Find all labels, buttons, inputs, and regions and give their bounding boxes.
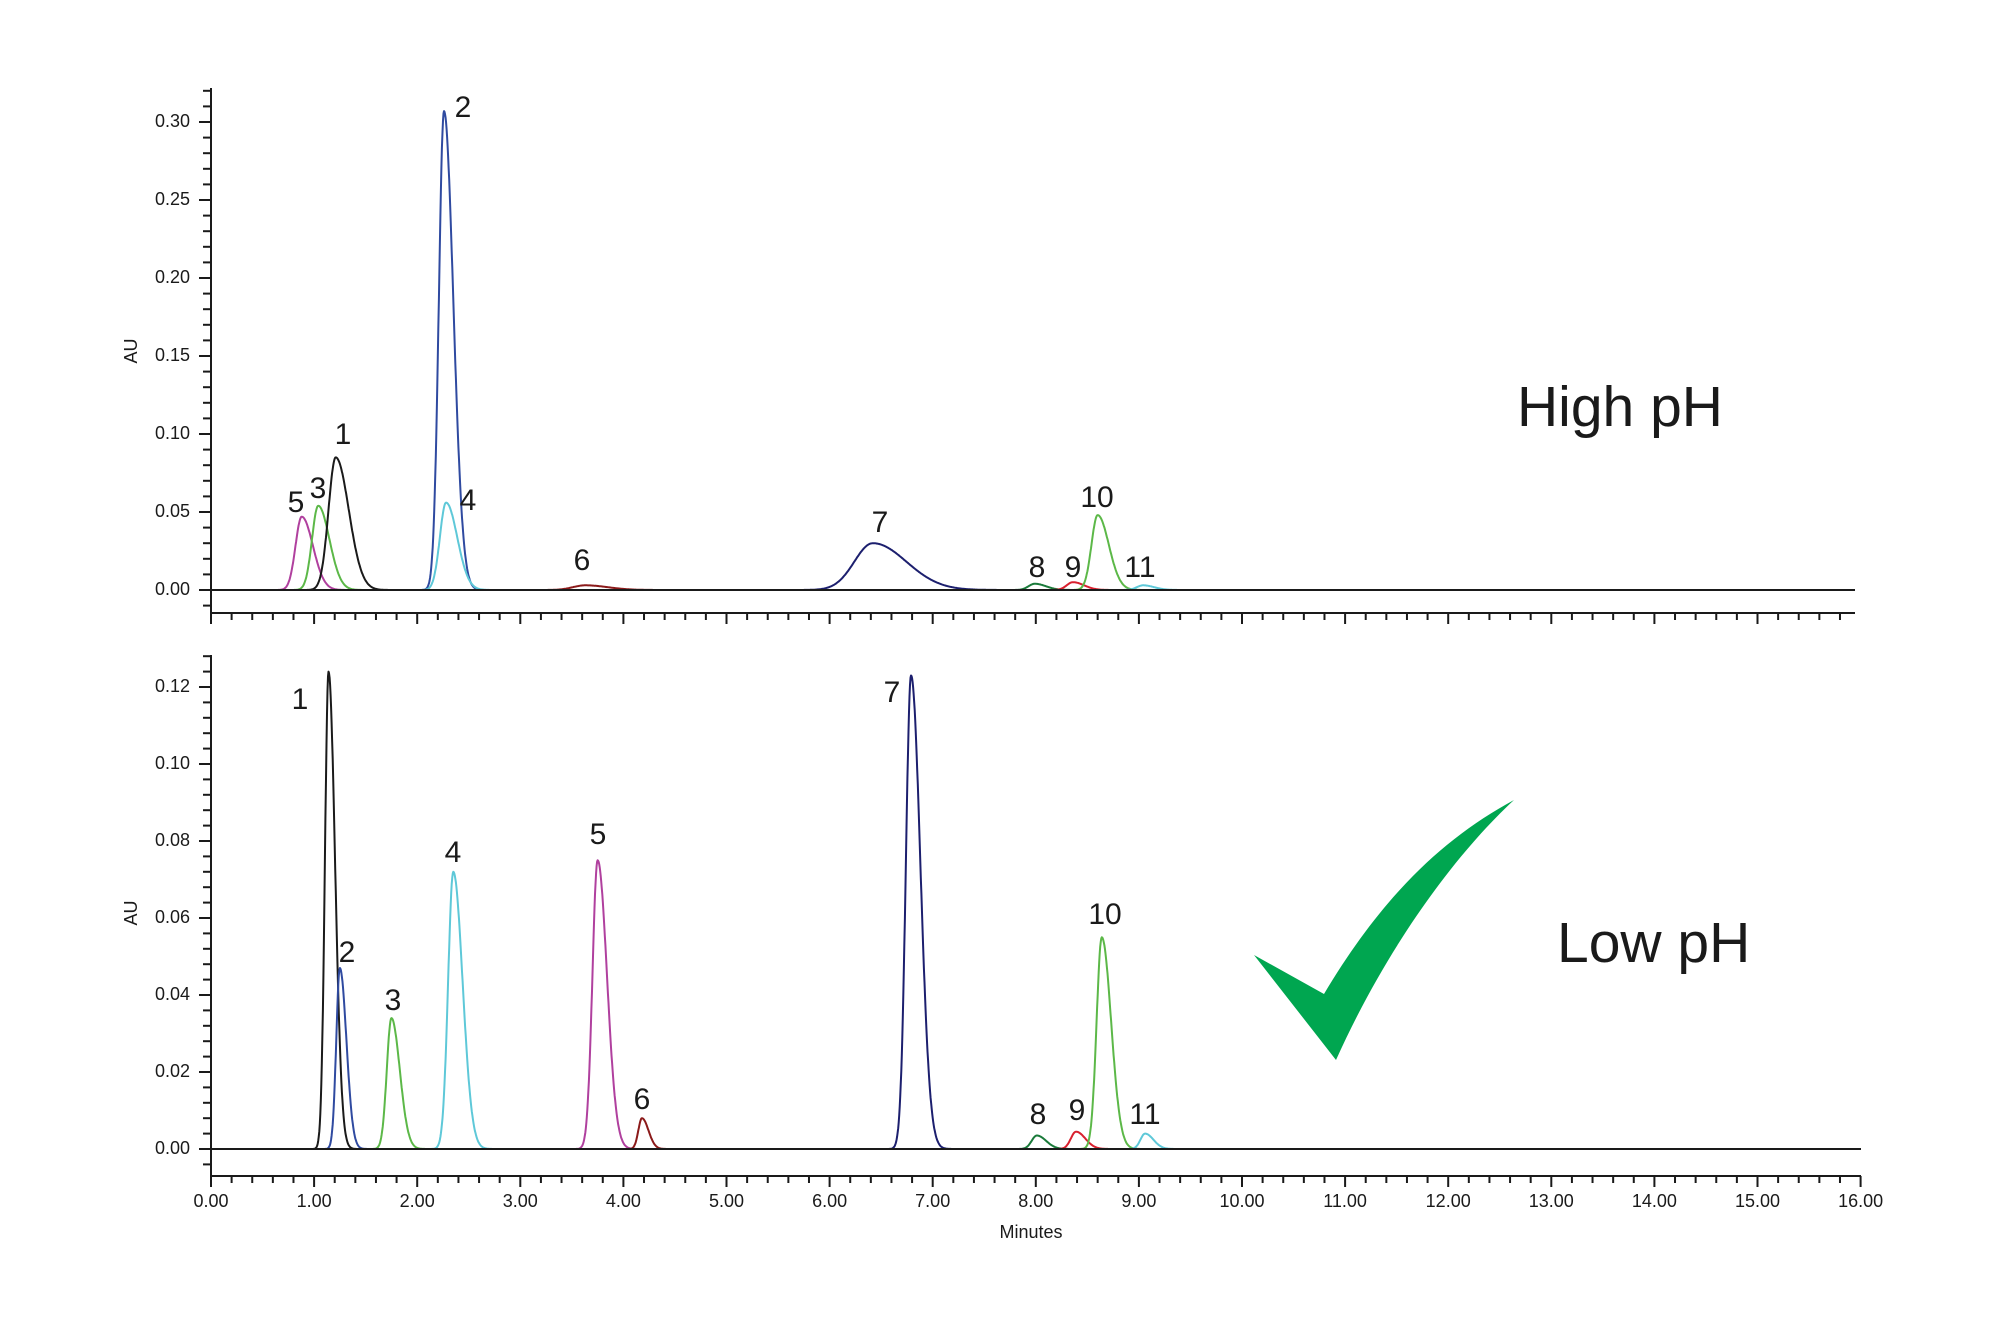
y-tick-label: 0.05 [155,501,190,521]
x-tick-label: 13.00 [1529,1191,1574,1211]
y-tick-label: 0.00 [155,1138,190,1158]
peak-trace-6 [623,1117,675,1150]
peak-label-5: 5 [590,818,607,851]
x-tick-label: 14.00 [1632,1191,1677,1211]
x-tick-label: 15.00 [1735,1191,1780,1211]
peak-trace-4 [414,501,503,591]
peak-label-6: 6 [574,544,591,577]
y-tick-label: 0.02 [155,1061,190,1081]
y-tick-label: 0.10 [155,423,190,443]
x-tick-label: 6.00 [812,1191,847,1211]
peak-trace-3 [367,1017,434,1150]
low-ph-x-axis: 0.00 1.00 2.00 3.00 4.00 5.00 6.00 7.00 8.00 9.00… [193,1175,1883,1211]
y-tick-label: 0.00 [155,579,190,599]
high-ph-panel: 0.00 0.05 0.10 0.15 0.20 0.25 0.30 AU 5 31 2 4 6 7 8… [121,88,1855,624]
x-tick-label: 3.00 [503,1191,538,1211]
low-ph-title: Low pH [1557,911,1750,975]
x-tick-label: 9.00 [1121,1191,1156,1211]
y-tick-label: 0.04 [155,984,190,1004]
y-tick-label: 0.08 [155,830,190,850]
peak-label-7: 7 [872,506,889,539]
y-tick-label: 0.10 [155,753,190,773]
peak-label-2: 2 [339,936,356,969]
high-ph-x-axis [210,612,1855,624]
y-tick-label: 0.30 [155,111,190,131]
peak-label-2: 2 [455,91,472,124]
y-tick-label: 0.06 [155,907,190,927]
high-ph-title: High pH [1517,375,1723,439]
peak-label-3: 3 [385,984,402,1017]
peak-label-3: 3 [310,472,327,505]
peak-label-11: 11 [1129,1098,1160,1131]
peak-trace-2 [321,967,373,1150]
x-tick-label: 7.00 [915,1191,950,1211]
x-tick-label: 4.00 [606,1191,641,1211]
x-axis-label: Minutes [999,1222,1062,1242]
high-ph-peak-labels: 5 31 2 4 6 7 8 9 10 11 [288,91,1156,584]
peak-label-11: 11 [1124,551,1155,584]
peak-label-6: 6 [634,1083,651,1116]
low-ph-y-axis-label: AU [121,900,141,925]
peak-label-4: 4 [460,484,477,517]
peak-label-4: 4 [445,836,462,869]
high-ph-y-axis: 0.00 0.05 0.10 0.15 0.20 0.25 0.30 [155,88,212,613]
y-tick-label: 0.12 [155,676,190,696]
peak-label-10: 10 [1080,481,1113,514]
peak-label-1: 1 [292,683,309,716]
peak-trace-2 [417,110,491,591]
peak-label-8: 8 [1030,1098,1047,1131]
peak-label-5: 5 [288,486,305,519]
peak-label-1: 1 [335,418,352,451]
y-tick-label: 0.15 [155,345,190,365]
low-ph-y-axis: 0.00 0.02 0.04 0.06 0.08 0.10 0.12 [155,655,212,1176]
low-ph-panel: 0.00 0.02 0.04 0.06 0.08 0.10 0.12 0.00 1.00 2.0… [121,655,1883,1242]
peak-trace-7 [884,674,958,1150]
x-tick-label: 8.00 [1018,1191,1053,1211]
x-tick-label: 12.00 [1426,1191,1471,1211]
peak-label-9: 9 [1065,551,1082,584]
y-tick-label: 0.20 [155,267,190,287]
y-tick-label: 0.25 [155,189,190,209]
x-tick-label: 1.00 [297,1191,332,1211]
peak-label-7: 7 [884,676,901,709]
x-tick-label: 11.00 [1323,1191,1367,1211]
peak-trace-4 [427,870,501,1150]
x-tick-label: 10.00 [1219,1191,1264,1211]
x-tick-label: 5.00 [709,1191,744,1211]
peak-label-9: 9 [1069,1094,1086,1127]
peak-trace-7 [779,542,1041,591]
peak-label-8: 8 [1029,551,1046,584]
peak-label-10: 10 [1088,898,1121,931]
high-ph-y-axis-label: AU [121,338,141,363]
low-ph-traces [310,670,1187,1150]
x-tick-label: 0.00 [193,1191,228,1211]
x-tick-label: 2.00 [400,1191,435,1211]
high-ph-traces [270,110,1199,591]
x-tick-label: 16.00 [1838,1191,1883,1211]
checkmark-icon [1254,800,1514,1060]
